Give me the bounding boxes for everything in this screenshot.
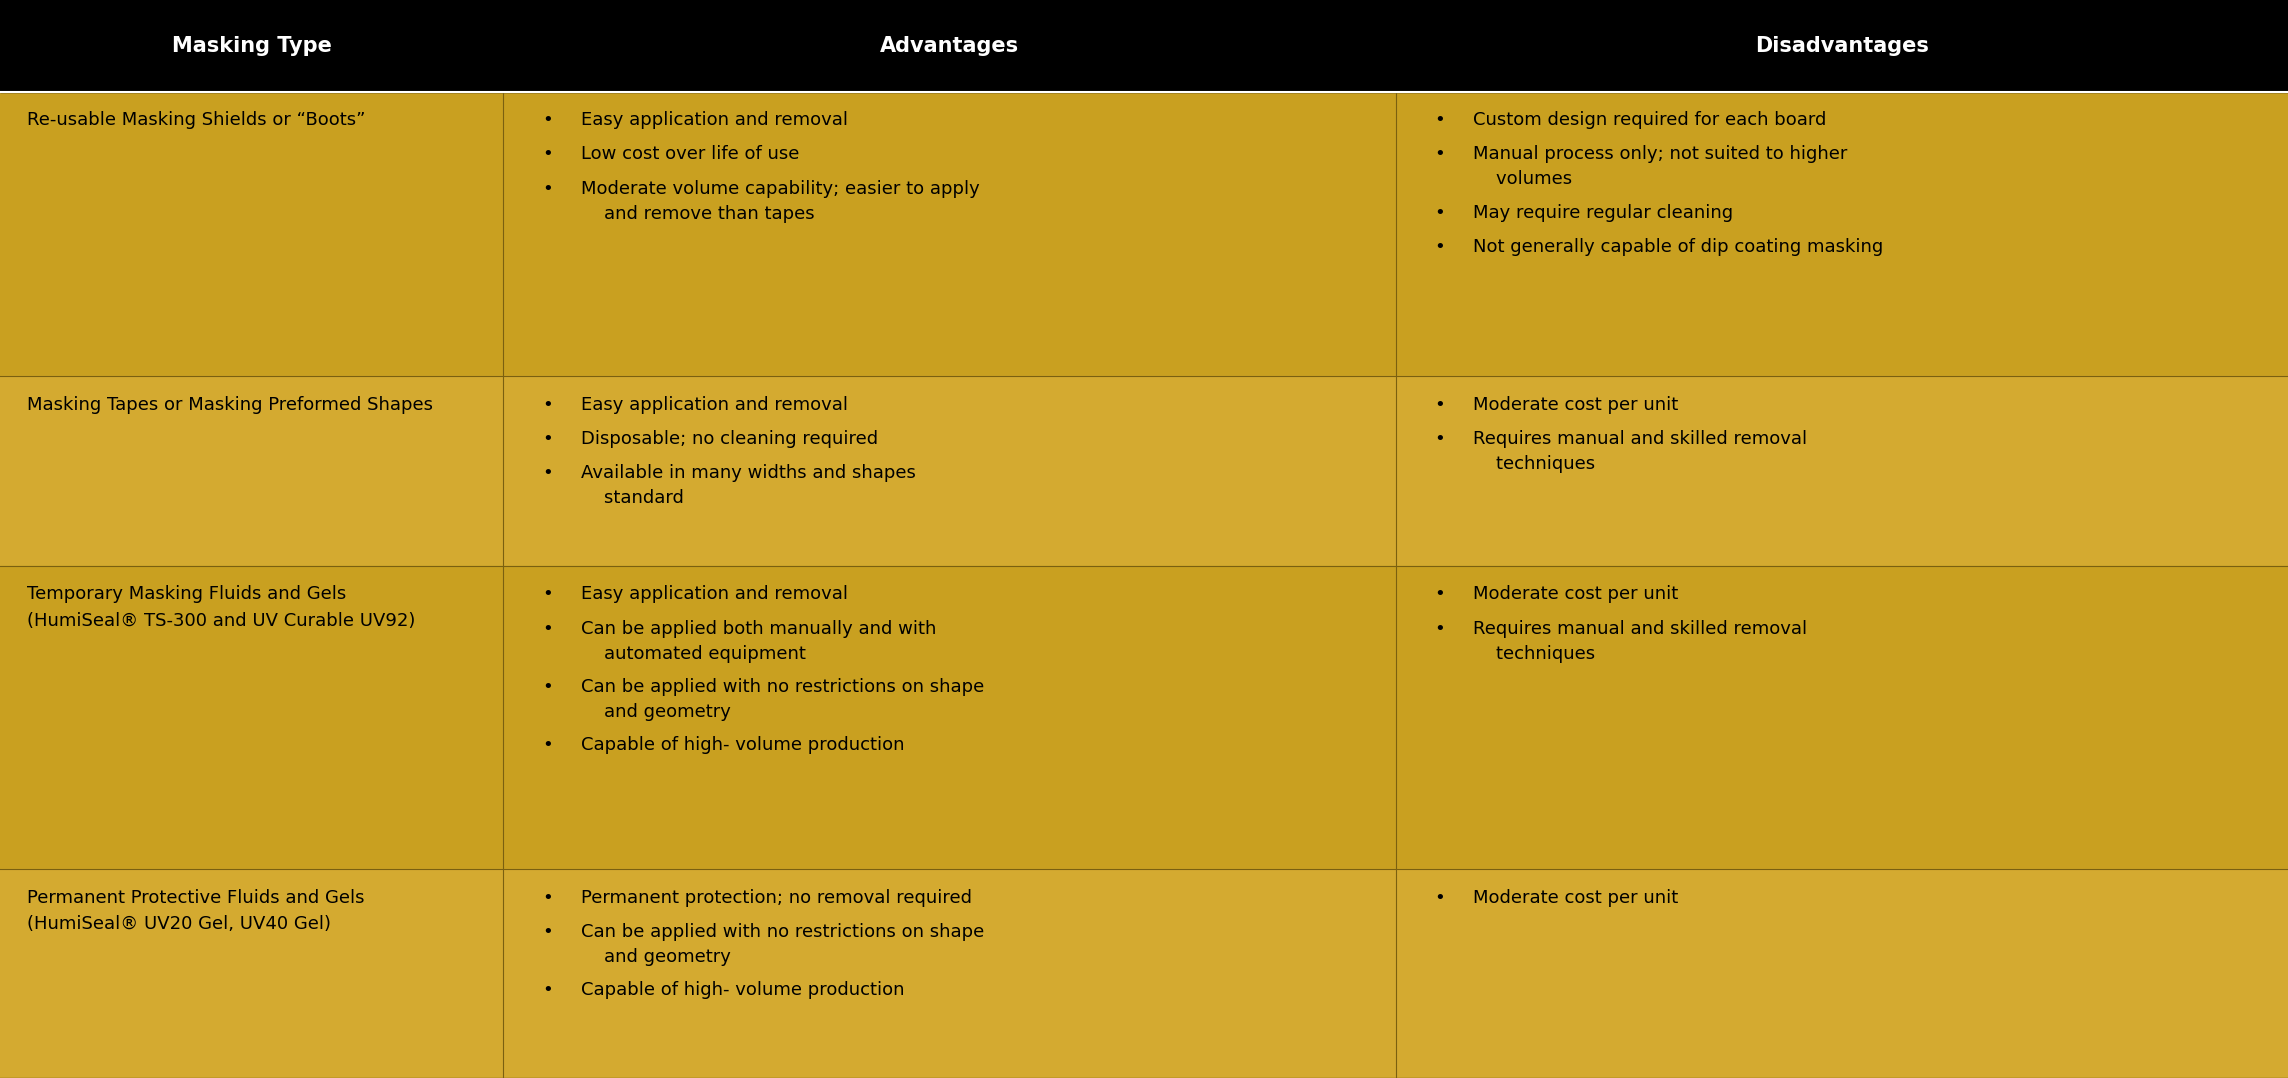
Text: Temporary Masking Fluids and Gels
(HumiSeal® TS-300 and UV Curable UV92): Temporary Masking Fluids and Gels (HumiS… [27,585,416,630]
Bar [0,376,2288,566]
Text: •: • [542,736,554,754]
Text: Moderate cost per unit: Moderate cost per unit [1473,585,1679,604]
Text: Requires manual and skilled removal
    techniques: Requires manual and skilled removal tech… [1473,620,1808,663]
Text: Requires manual and skilled removal
    techniques: Requires manual and skilled removal tech… [1473,430,1808,473]
Text: •: • [542,465,554,482]
Text: Capable of high- volume production: Capable of high- volume production [581,981,904,999]
Text: Easy application and removal: Easy application and removal [581,396,849,414]
Bar [0,566,2288,869]
Text: •: • [542,585,554,604]
Text: •: • [1435,396,1446,414]
Text: •: • [542,180,554,197]
Text: •: • [1435,430,1446,448]
Text: Disposable; no cleaning required: Disposable; no cleaning required [581,430,879,448]
Text: Capable of high- volume production: Capable of high- volume production [581,736,904,754]
Text: •: • [1435,204,1446,221]
Text: Can be applied with no restrictions on shape
    and geometry: Can be applied with no restrictions on s… [581,923,984,966]
Text: Disadvantages: Disadvantages [1755,36,1929,56]
Text: •: • [542,678,554,695]
Text: •: • [542,430,554,448]
Text: Can be applied with no restrictions on shape
    and geometry: Can be applied with no restrictions on s… [581,678,984,721]
Text: •: • [1435,146,1446,164]
Text: Not generally capable of dip coating masking: Not generally capable of dip coating mas… [1473,238,1883,255]
Bar [0,0,2288,92]
Text: •: • [542,923,554,941]
Text: •: • [542,396,554,414]
Text: Permanent Protective Fluids and Gels
(HumiSeal® UV20 Gel, UV40 Gel): Permanent Protective Fluids and Gels (Hu… [27,888,366,934]
Text: Easy application and removal: Easy application and removal [581,111,849,129]
Text: •: • [1435,111,1446,129]
Text: Permanent protection; no removal required: Permanent protection; no removal require… [581,888,972,907]
Bar [0,869,2288,1078]
Text: Manual process only; not suited to higher
    volumes: Manual process only; not suited to highe… [1473,146,1849,189]
Text: Moderate cost per unit: Moderate cost per unit [1473,888,1679,907]
Text: •: • [542,981,554,999]
Bar [0,92,2288,376]
Text: Custom design required for each board: Custom design required for each board [1473,111,1826,129]
Text: •: • [542,146,554,164]
Text: Can be applied both manually and with
    automated equipment: Can be applied both manually and with au… [581,620,936,663]
Text: Low cost over life of use: Low cost over life of use [581,146,799,164]
Text: Masking Type: Masking Type [172,36,332,56]
Text: Moderate volume capability; easier to apply
    and remove than tapes: Moderate volume capability; easier to ap… [581,180,979,223]
Text: •: • [542,111,554,129]
Text: •: • [1435,238,1446,255]
Text: •: • [542,888,554,907]
Text: Re-usable Masking Shields or “Boots”: Re-usable Masking Shields or “Boots” [27,111,366,129]
Text: •: • [542,620,554,638]
Text: Moderate cost per unit: Moderate cost per unit [1473,396,1679,414]
Text: •: • [1435,585,1446,604]
Text: Easy application and removal: Easy application and removal [581,585,849,604]
Text: Advantages: Advantages [881,36,1018,56]
Text: •: • [1435,620,1446,638]
Text: May require regular cleaning: May require regular cleaning [1473,204,1734,221]
Text: •: • [1435,888,1446,907]
Text: Masking Tapes or Masking Preformed Shapes: Masking Tapes or Masking Preformed Shape… [27,396,432,414]
Text: Available in many widths and shapes
    standard: Available in many widths and shapes stan… [581,465,915,508]
